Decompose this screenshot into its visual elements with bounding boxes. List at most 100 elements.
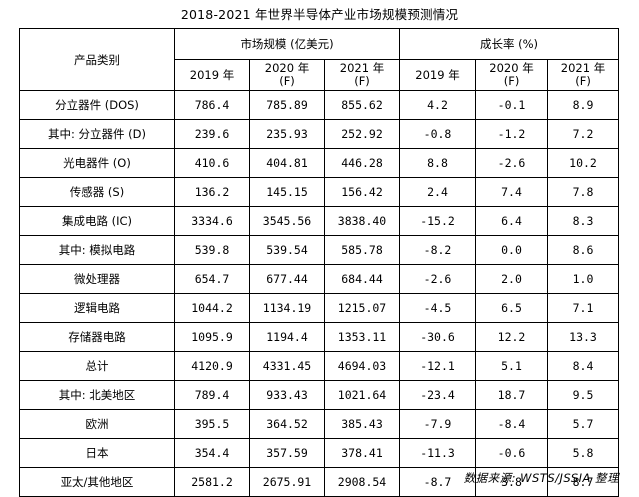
growth-rate-cell: 1.0 [547, 264, 620, 294]
growth-rate-cell: 0.0 [475, 235, 549, 265]
market-size-cell: 145.15 [249, 177, 325, 207]
market-size-cell: 539.54 [249, 235, 325, 265]
growth-rate-cell: 7.1 [547, 293, 620, 323]
source-note: 数据来源: WSTS/JSSIA 整理 [463, 471, 619, 485]
category-cell: 集成电路 (IC) [19, 206, 175, 236]
market-size-cell: 855.62 [323, 90, 401, 120]
market-size-cell: 1021.64 [323, 380, 401, 410]
growth-rate-cell: 8.6 [547, 235, 620, 265]
market-size-cell: 1194.4 [249, 322, 325, 352]
table-row: 其中: 北美地区 789.4 933.43 1021.64 -23.4 18.7 9.5 [19, 380, 620, 410]
growth-rate-cell: 6.4 [475, 206, 549, 236]
growth-rate-cell: -11.3 [399, 438, 477, 468]
growth-rate-cell: -12.1 [399, 351, 477, 381]
category-cell: 分立器件 (DOS) [19, 90, 175, 120]
market-size-cell: 239.6 [174, 119, 250, 149]
market-size-cell: 785.89 [249, 90, 325, 120]
category-cell: 其中: 分立器件 (D) [19, 119, 175, 149]
header-market-size: 市场规模 (亿美元) [173, 28, 401, 60]
table-row: 总计 4120.9 4331.45 4694.03 -12.1 5.1 8.4 [19, 351, 620, 381]
growth-rate-cell: 18.7 [475, 380, 549, 410]
growth-rate-cell: -8.4 [475, 409, 549, 439]
category-cell: 存储器电路 [19, 322, 175, 352]
growth-rate-cell: 13.3 [547, 322, 620, 352]
category-cell: 日本 [19, 438, 175, 468]
market-size-cell: 357.59 [249, 438, 325, 468]
category-cell: 欧洲 [19, 409, 175, 439]
market-size-cell: 378.41 [323, 438, 401, 468]
market-size-cell: 684.44 [323, 264, 401, 294]
growth-rate-cell: -2.6 [399, 264, 477, 294]
table-row: 存储器电路 1095.9 1194.4 1353.11 -30.6 12.2 13.3 [19, 322, 620, 352]
table-row: 逻辑电路 1044.2 1134.19 1215.07 -4.5 6.5 7.1 [19, 293, 620, 323]
header-row-years: 2019 年 2020 年 (F) 2021 年 (F) 2019 年 2020 年… [20, 59, 620, 91]
market-size-cell: 1353.11 [323, 322, 401, 352]
market-size-cell: 789.4 [174, 380, 250, 410]
category-cell: 光电器件 (O) [19, 148, 175, 178]
growth-rate-cell: 8.9 [547, 90, 620, 120]
growth-rate-cell: 5.7 [547, 409, 620, 439]
growth-rate-cell: 7.8 [547, 177, 620, 207]
header-year-ms-2020: 2020 年 (F) [249, 59, 325, 91]
growth-rate-cell: -0.8 [399, 119, 477, 149]
growth-rate-cell: 8.3 [547, 206, 620, 236]
category-cell: 其中: 模拟电路 [19, 235, 175, 265]
growth-rate-cell: 6.5 [475, 293, 549, 323]
growth-rate-cell: 8.8 [399, 148, 477, 178]
market-size-cell: 354.4 [174, 438, 250, 468]
market-size-cell: 4120.9 [174, 351, 250, 381]
table-row: 微处理器 654.7 677.44 684.44 -2.6 2.0 1.0 [19, 264, 620, 294]
market-size-cell: 677.44 [249, 264, 325, 294]
category-cell: 微处理器 [19, 264, 175, 294]
table-row: 分立器件 (DOS) 786.4 785.89 855.62 4.2 -0.1 8.9 [19, 90, 620, 120]
table-row: 其中: 模拟电路 539.8 539.54 585.78 -8.2 0.0 8.6 [19, 235, 620, 265]
growth-rate-cell: -7.9 [399, 409, 477, 439]
growth-rate-cell: 7.2 [547, 119, 620, 149]
growth-rate-cell: 5.1 [475, 351, 549, 381]
market-size-cell: 395.5 [174, 409, 250, 439]
growth-rate-cell: 10.2 [547, 148, 620, 178]
market-size-cell: 156.42 [323, 177, 401, 207]
header-year-gr-2020: 2020 年 (F) [475, 59, 549, 91]
market-size-cell: 3838.40 [323, 206, 401, 236]
table-row: 日本 354.4 357.59 378.41 -11.3 -0.6 5.8 [19, 438, 620, 468]
market-size-cell: 235.93 [249, 119, 325, 149]
growth-rate-cell: -15.2 [399, 206, 477, 236]
table-row: 其中: 分立器件 (D) 239.6 235.93 252.92 -0.8 -1.2 7.2 [19, 119, 620, 149]
market-size-cell: 1044.2 [174, 293, 250, 323]
market-size-cell: 585.78 [323, 235, 401, 265]
growth-rate-cell: 8.4 [547, 351, 620, 381]
market-size-cell: 446.28 [323, 148, 401, 178]
market-size-cell: 1215.07 [323, 293, 401, 323]
header-row-top: 产品类别 市场规模 (亿美元) 成长率 (%) [19, 28, 620, 91]
market-size-cell: 2908.54 [323, 467, 401, 497]
header-year-gr-2019: 2019 年 [399, 59, 477, 91]
header-year-ms-2019: 2019 年 [174, 59, 250, 91]
growth-rate-cell: 9.5 [547, 380, 620, 410]
market-size-cell: 2675.91 [249, 467, 325, 497]
table-title: 2018-2021 年世界半导体产业市场规模预测情况 [180, 7, 459, 22]
growth-rate-cell: -0.6 [475, 438, 549, 468]
category-cell: 总计 [19, 351, 175, 381]
market-size-cell: 364.52 [249, 409, 325, 439]
growth-rate-cell: 12.2 [475, 322, 549, 352]
market-size-table: 产品类别 市场规模 (亿美元) 成长率 (%) 2019 年 2020 年 (F)… [19, 28, 620, 497]
market-size-cell: 1134.19 [249, 293, 325, 323]
category-cell: 亚太/其他地区 [19, 467, 175, 497]
market-size-cell: 539.8 [174, 235, 250, 265]
growth-rate-cell: -2.6 [475, 148, 549, 178]
growth-rate-cell: 5.8 [547, 438, 620, 468]
header-category: 产品类别 [19, 28, 175, 91]
header-growth-rate: 成长率 (%) [399, 28, 620, 60]
table-row: 传感器 (S) 136.2 145.15 156.42 2.4 7.4 7.8 [19, 177, 620, 207]
market-size-cell: 4331.45 [249, 351, 325, 381]
growth-rate-cell: 7.4 [475, 177, 549, 207]
market-size-cell: 4694.03 [323, 351, 401, 381]
market-size-cell: 3545.56 [249, 206, 325, 236]
growth-rate-cell: 4.2 [399, 90, 477, 120]
market-size-cell: 786.4 [174, 90, 250, 120]
header-year-ms-2021: 2021 年 (F) [323, 59, 401, 91]
market-size-cell: 654.7 [174, 264, 250, 294]
growth-rate-cell: 2.0 [475, 264, 549, 294]
category-cell: 逻辑电路 [19, 293, 175, 323]
